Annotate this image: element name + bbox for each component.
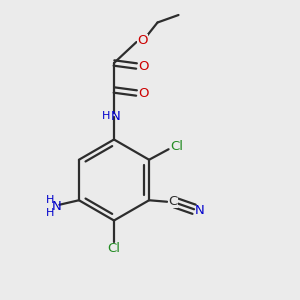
Text: N: N: [52, 200, 62, 213]
Text: C: C: [168, 195, 178, 208]
Text: N: N: [111, 110, 121, 123]
Text: H: H: [101, 111, 110, 122]
Text: H: H: [46, 195, 54, 205]
Text: O: O: [138, 86, 148, 100]
Text: Cl: Cl: [107, 242, 121, 256]
Text: O: O: [138, 59, 148, 73]
Text: N: N: [195, 204, 204, 217]
Text: O: O: [137, 34, 148, 47]
Text: H: H: [46, 208, 54, 218]
Text: Cl: Cl: [170, 140, 184, 153]
